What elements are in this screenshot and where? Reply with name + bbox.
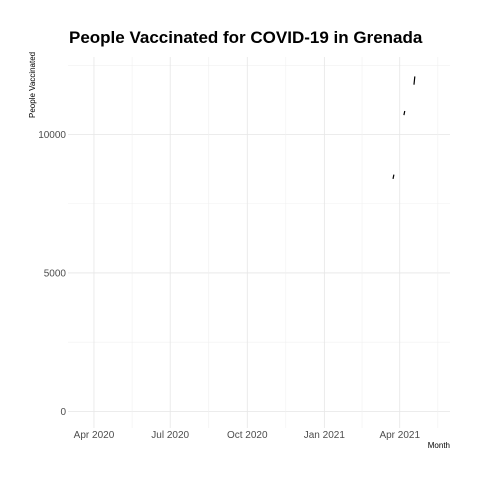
x-tick-label: Apr 2020 — [74, 430, 115, 441]
chart-title: People Vaccinated for COVID-19 in Grenad… — [69, 28, 423, 47]
x-tick-label: Jul 2020 — [151, 430, 189, 441]
x-axis-title: Month — [428, 441, 450, 450]
y-tick-label: 0 — [60, 407, 66, 418]
series-segment — [413, 76, 416, 85]
series-layer — [392, 76, 416, 179]
y-tick-label: 10000 — [38, 130, 66, 141]
series-segment — [392, 174, 395, 179]
grid — [68, 57, 450, 428]
x-tick-label: Oct 2020 — [227, 430, 268, 441]
x-tick-label: Apr 2021 — [379, 430, 420, 441]
tick-labels: 0 5000 10000 Apr 2020 Jul 2020 Oct 2020 Jan 20… — [38, 130, 420, 441]
y-axis-title: People Vaccinated — [28, 52, 37, 118]
x-tick-label: Jan 2021 — [304, 430, 346, 441]
y-tick-label: 5000 — [44, 268, 67, 279]
series-segment — [403, 110, 406, 116]
